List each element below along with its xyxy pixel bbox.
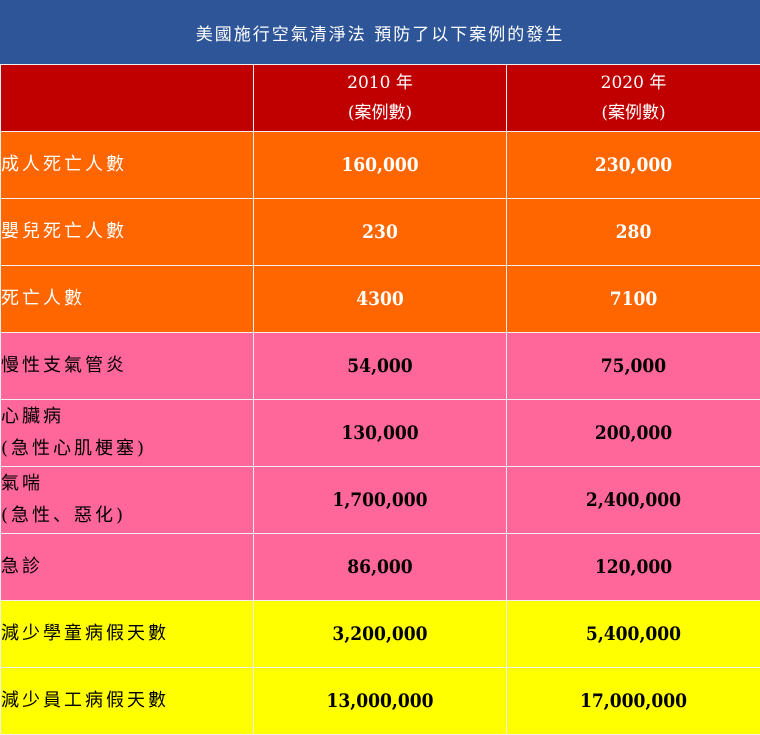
- value-2020: 120,000: [507, 534, 760, 601]
- header-2020-year: 2020 年: [507, 68, 760, 98]
- row-label-line1: 減少員工病假天數: [1, 685, 253, 717]
- table-row: 慢性支氣管炎 54,000 75,000: [1, 333, 760, 400]
- value-2020: 75,000: [507, 333, 760, 400]
- value-2010: 54,000: [254, 333, 507, 400]
- table-row: 氣喘 (急性、惡化) 1,700,000 2,400,000: [1, 467, 760, 534]
- value-2020: 17,000,000: [507, 668, 760, 735]
- value-2010: 86,000: [254, 534, 507, 601]
- value-2010: 130,000: [254, 400, 507, 467]
- value-2010: 3,200,000: [254, 601, 507, 668]
- value-2020: 280: [507, 199, 760, 266]
- table-row: 嬰兒死亡人數 230 280: [1, 199, 760, 266]
- row-label: 心臟病 (急性心肌梗塞): [1, 400, 254, 467]
- table-row: 成人死亡人數 160,000 230,000: [1, 132, 760, 199]
- row-label: 減少員工病假天數: [1, 668, 254, 735]
- value-2020: 230,000: [507, 132, 760, 199]
- row-label-line1: 死亡人數: [1, 283, 253, 315]
- row-label-line1: 慢性支氣管炎: [1, 350, 253, 382]
- table-row: 減少員工病假天數 13,000,000 17,000,000: [1, 668, 760, 735]
- row-label-line2: (急性、惡化): [1, 500, 253, 532]
- table-row: 死亡人數 4300 7100: [1, 266, 760, 333]
- row-label: 氣喘 (急性、惡化): [1, 467, 254, 534]
- header-2020: 2020 年 (案例數): [507, 65, 760, 132]
- row-label: 死亡人數: [1, 266, 254, 333]
- row-label-line1: 嬰兒死亡人數: [1, 216, 253, 248]
- header-2010: 2010 年 (案例數): [254, 65, 507, 132]
- value-2010: 160,000: [254, 132, 507, 199]
- row-label-line1: 減少學童病假天數: [1, 618, 253, 650]
- row-label: 減少學童病假天數: [1, 601, 254, 668]
- row-label-line1: 氣喘: [1, 468, 253, 500]
- table-row: 心臟病 (急性心肌梗塞) 130,000 200,000: [1, 400, 760, 467]
- row-label-line1: 成人死亡人數: [1, 149, 253, 181]
- row-label: 急診: [1, 534, 254, 601]
- table-row: 急診 86,000 120,000: [1, 534, 760, 601]
- value-2010: 4300: [254, 266, 507, 333]
- value-2020: 7100: [507, 266, 760, 333]
- row-label-line2: (急性心肌梗塞): [1, 433, 253, 465]
- value-2010: 1,700,000: [254, 467, 507, 534]
- row-label: 慢性支氣管炎: [1, 333, 254, 400]
- value-2020: 5,400,000: [507, 601, 760, 668]
- row-label: 成人死亡人數: [1, 132, 254, 199]
- row-label-line1: 心臟病: [1, 401, 253, 433]
- value-2010: 13,000,000: [254, 668, 507, 735]
- header-empty-cell: [1, 65, 254, 132]
- header-2020-unit: (案例數): [507, 98, 760, 128]
- row-label: 嬰兒死亡人數: [1, 199, 254, 266]
- value-2020: 2,400,000: [507, 467, 760, 534]
- header-2010-year: 2010 年: [254, 68, 506, 98]
- header-row: 2010 年 (案例數) 2020 年 (案例數): [1, 65, 760, 132]
- value-2010: 230: [254, 199, 507, 266]
- table-row: 減少學童病假天數 3,200,000 5,400,000: [1, 601, 760, 668]
- cases-table: 2010 年 (案例數) 2020 年 (案例數) 成人死亡人數 160,000…: [0, 64, 760, 735]
- row-label-line1: 急診: [1, 551, 253, 583]
- table-title: 美國施行空氣清淨法 預防了以下案例的發生: [0, 0, 760, 64]
- value-2020: 200,000: [507, 400, 760, 467]
- header-2010-unit: (案例數): [254, 98, 506, 128]
